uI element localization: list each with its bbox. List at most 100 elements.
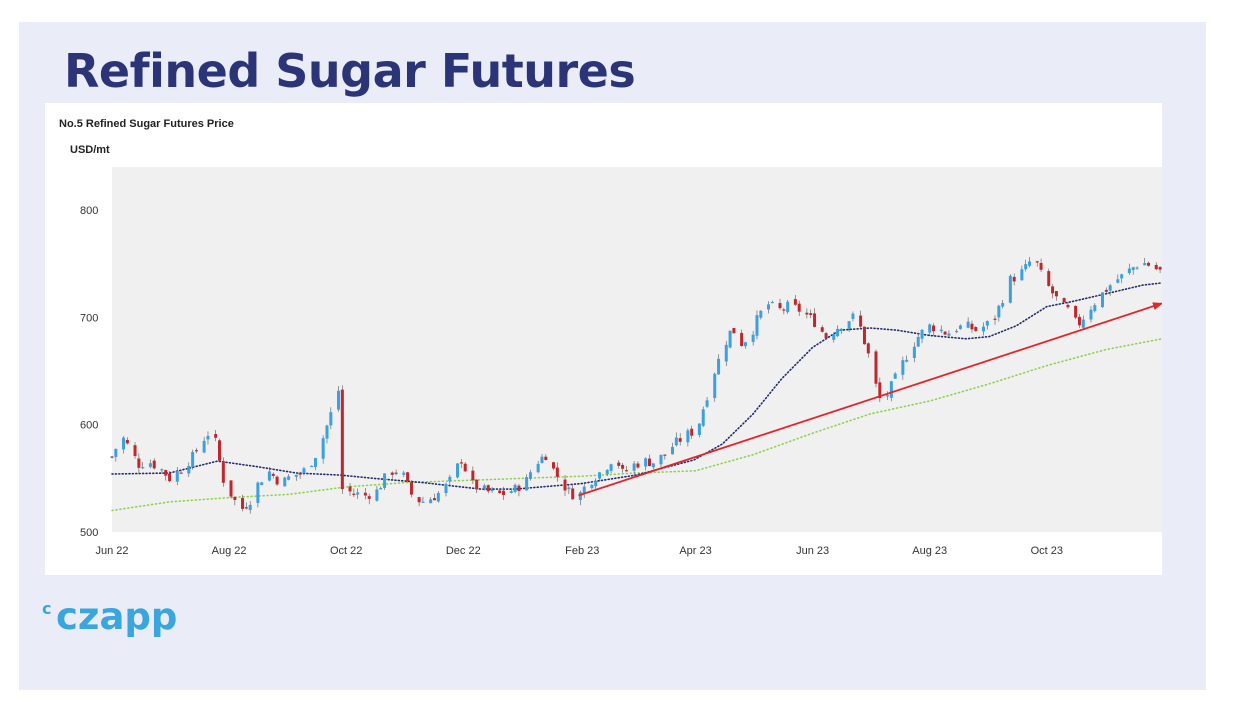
candle-up [644, 458, 648, 467]
candle-down [824, 333, 828, 339]
x-tick-label: Oct 23 [1031, 545, 1063, 557]
x-tick-label: Dec 22 [446, 545, 481, 557]
candle-down [1035, 261, 1039, 263]
candle-down [502, 490, 506, 495]
candle-down [340, 389, 344, 490]
candle-up [598, 472, 602, 479]
candle-up [421, 501, 425, 503]
candle-up [248, 504, 252, 510]
candle-down [179, 472, 183, 474]
candle-up [509, 491, 513, 494]
candle-up [582, 486, 586, 495]
candle-down [932, 325, 936, 332]
moving-average-short-group [111, 282, 1162, 490]
candle-up [770, 301, 774, 304]
candle-down [221, 461, 225, 483]
candle-up [325, 425, 329, 439]
candle-up [540, 456, 544, 464]
candle-up [713, 373, 717, 398]
candle-down [409, 482, 413, 495]
x-tick-label: Apr 23 [679, 545, 711, 557]
candle-up [958, 325, 962, 329]
candle-down [432, 498, 436, 501]
candle-down [164, 470, 168, 476]
candle-down [367, 496, 371, 499]
x-tick-label: Jun 22 [95, 545, 128, 557]
candle-up [1024, 264, 1028, 270]
candle-up [832, 333, 836, 340]
candle-down [152, 460, 156, 469]
candle-down [517, 485, 521, 492]
candle-down [793, 299, 797, 305]
candle-down [348, 486, 352, 492]
candle-up [160, 469, 164, 471]
candle-up [686, 430, 690, 443]
candle-up [294, 474, 298, 477]
candle-down [1147, 262, 1151, 266]
candle-up [256, 482, 260, 503]
candle-down [636, 463, 640, 468]
candle-down [782, 309, 786, 311]
candle-down [110, 456, 114, 458]
candle-up [456, 463, 460, 478]
x-axis: Jun 22 Aug 22 Oct 22 Dec 22 Feb 23 Apr 23 Jun … [95, 545, 1063, 557]
candle-up [928, 324, 932, 333]
candle-down [352, 493, 356, 495]
y-axis-unit-label: USD/mt [70, 144, 110, 156]
candle-up [966, 321, 970, 328]
candle-down [390, 472, 394, 475]
candle-up [302, 468, 306, 474]
candle-down [241, 497, 245, 509]
candle-up [375, 489, 379, 501]
price-chart: 500 600 700 800 Jun 22 Aug 22 Oct 22 Dec 22 Feb… [80, 167, 1162, 557]
candle-up [1081, 319, 1085, 328]
moving-average-long-group [111, 338, 1162, 512]
candle-up [751, 334, 755, 342]
candle-up [310, 465, 314, 468]
page-title: Refined Sugar Futures [64, 44, 636, 98]
candle-down [805, 312, 809, 315]
candle-down [797, 303, 801, 312]
candle-up [525, 477, 529, 491]
candle-up [444, 483, 448, 493]
moving-average-long [111, 338, 1162, 512]
candle-down [563, 479, 567, 491]
candle-up [759, 310, 763, 318]
candle-up [728, 330, 732, 348]
candle-up [981, 326, 985, 332]
candle-up [536, 463, 540, 473]
candle-up [267, 471, 271, 481]
candle-up [717, 358, 721, 375]
candle-down [1077, 316, 1081, 326]
candle-down [1158, 266, 1162, 270]
candle-up [1135, 267, 1139, 269]
candle-up [287, 476, 291, 480]
candle-down [214, 434, 218, 438]
candle-up [836, 328, 840, 337]
candle-down [943, 331, 947, 335]
candle-down [1054, 291, 1058, 297]
candle-down [970, 323, 974, 330]
candle-up [939, 329, 943, 332]
candle-up [148, 463, 152, 467]
candle-down [647, 458, 651, 467]
x-tick-label: Aug 22 [212, 545, 247, 557]
candle-up [1093, 305, 1097, 312]
moving-average-short [111, 282, 1162, 490]
y-tick-label: 800 [80, 205, 98, 217]
candle-down [275, 476, 279, 485]
candle-up [321, 438, 325, 459]
candle-up [886, 395, 890, 397]
candle-down [486, 485, 490, 492]
candle-up [743, 342, 747, 347]
candle-up [513, 484, 517, 492]
candle-down [406, 472, 410, 482]
candle-down [862, 326, 866, 345]
logo-text: czapp [56, 595, 177, 638]
candle-down [555, 467, 559, 477]
candle-up [1116, 279, 1120, 283]
candle-down [993, 318, 997, 320]
candle-down [621, 464, 625, 469]
candle-down [244, 507, 248, 509]
y-tick-label: 600 [80, 420, 98, 432]
